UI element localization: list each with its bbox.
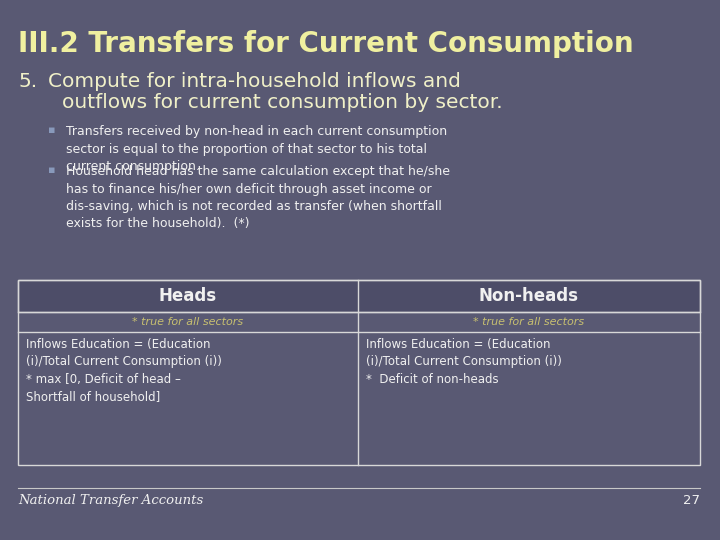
Text: Heads: Heads (159, 287, 217, 305)
Text: Inflows Education = (Education
(i)/Total Current Consumption (i))
*  Deficit of : Inflows Education = (Education (i)/Total… (366, 338, 562, 386)
Text: Compute for intra-household inflows and: Compute for intra-household inflows and (48, 72, 461, 91)
Polygon shape (18, 280, 700, 312)
Text: III.2 Transfers for Current Consumption: III.2 Transfers for Current Consumption (18, 30, 634, 58)
Text: * true for all sectors: * true for all sectors (132, 317, 243, 327)
Text: outflows for current consumption by sector.: outflows for current consumption by sect… (62, 93, 503, 112)
Text: Household head has the same calculation except that he/she
has to finance his/he: Household head has the same calculation … (66, 165, 450, 231)
Text: National Transfer Accounts: National Transfer Accounts (18, 494, 203, 507)
Text: 5.: 5. (18, 72, 37, 91)
Text: Non-heads: Non-heads (479, 287, 579, 305)
Text: ▪: ▪ (48, 165, 55, 175)
Text: * true for all sectors: * true for all sectors (474, 317, 585, 327)
Text: 27: 27 (683, 494, 700, 507)
Text: ▪: ▪ (48, 125, 55, 135)
Text: Transfers received by non-head in each current consumption
sector is equal to th: Transfers received by non-head in each c… (66, 125, 447, 173)
Text: Inflows Education = (Education
(i)/Total Current Consumption (i))
* max [0, Defi: Inflows Education = (Education (i)/Total… (26, 338, 222, 403)
